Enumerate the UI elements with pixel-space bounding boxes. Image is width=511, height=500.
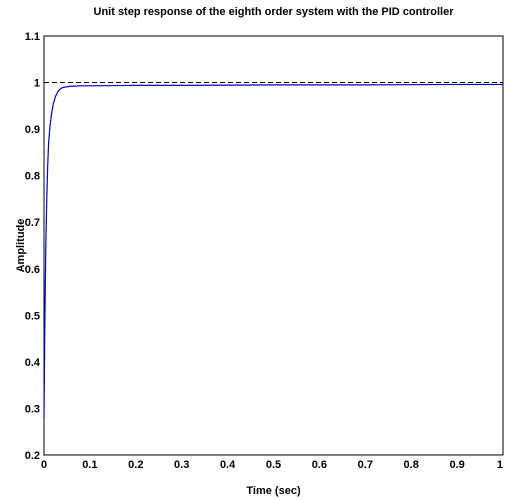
x-tick-label: 0.5	[266, 459, 281, 471]
x-tick-label: 1	[497, 459, 503, 471]
y-tick-label: 0.3	[25, 403, 40, 415]
x-tick-label: 0.7	[358, 459, 373, 471]
step-response-line	[43, 83, 503, 418]
y-tick-label: 1.1	[25, 31, 40, 43]
chart-title: Unit step response of the eighth order s…	[94, 6, 455, 18]
x-tick-label: 0.3	[174, 459, 189, 471]
y-tick-label: 0.7	[25, 217, 40, 229]
x-axis-label: Time (sec)	[246, 485, 301, 497]
x-tick-label: 0.9	[449, 459, 464, 471]
x-tick-label: 0.1	[82, 459, 97, 471]
plot-area	[43, 35, 504, 456]
y-tick-label: 0.2	[25, 450, 40, 462]
y-axis-label: Amplitude	[15, 219, 27, 273]
x-tick-label: 0.4	[220, 459, 236, 471]
x-tick-label: 0.8	[404, 459, 419, 471]
y-tick-label: 0.5	[25, 310, 40, 322]
x-tick-label: 0.6	[312, 459, 327, 471]
y-tick-label: 0.4	[25, 357, 41, 369]
x-tick-label: 0	[41, 459, 47, 471]
axes-frame	[43, 35, 504, 456]
x-tick-label: 0.2	[128, 459, 143, 471]
y-tick-label: 0.8	[25, 171, 40, 183]
y-tick-label: 1	[34, 78, 40, 90]
y-tick-label: 0.6	[25, 264, 40, 276]
y-tick-label: 0.9	[25, 124, 40, 136]
